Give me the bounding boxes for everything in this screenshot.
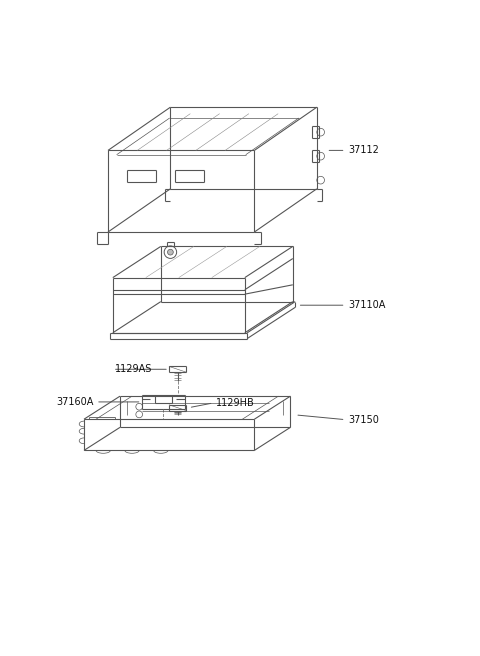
Text: 37150: 37150	[348, 415, 379, 424]
Text: 37110A: 37110A	[348, 300, 385, 310]
Text: 37160A: 37160A	[56, 397, 94, 407]
Text: 37112: 37112	[348, 146, 379, 155]
Text: 1129AS: 1129AS	[115, 364, 153, 375]
Circle shape	[168, 249, 173, 255]
Text: 1129HB: 1129HB	[216, 398, 255, 408]
